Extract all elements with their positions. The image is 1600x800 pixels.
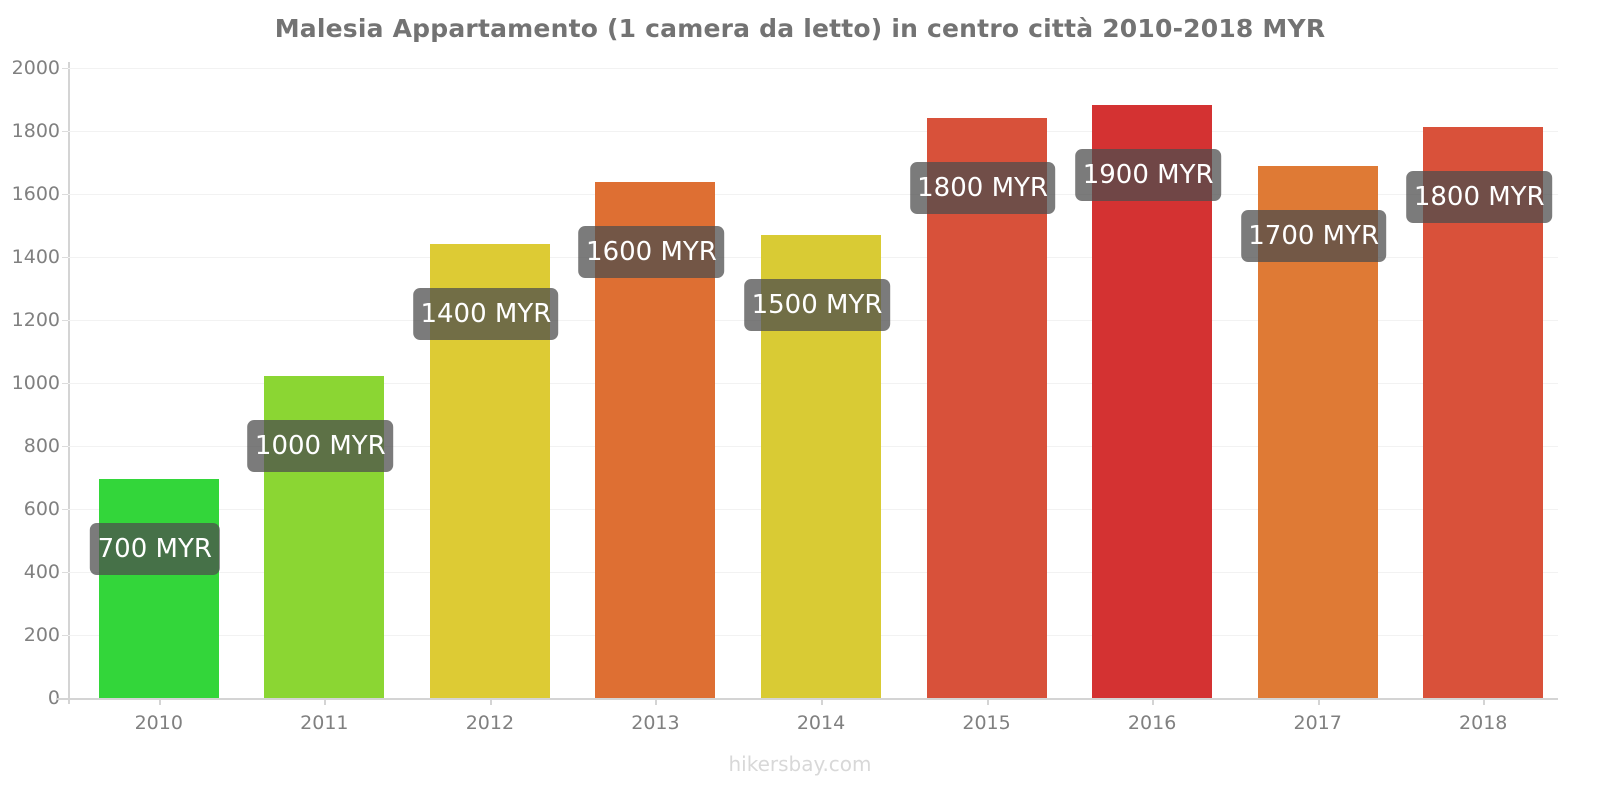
bar-value-label: 1000 MYR bbox=[247, 420, 394, 473]
x-axis-tick-label: 2016 bbox=[1127, 712, 1177, 734]
x-axis-tick-label: 2018 bbox=[1459, 712, 1508, 734]
x-axis-tick-label: 2017 bbox=[1293, 712, 1342, 734]
x-axis-tick-label: 2012 bbox=[465, 712, 515, 734]
y-axis-tick-label: 2000 bbox=[11, 57, 60, 79]
y-axis-tick-label: 400 bbox=[23, 561, 60, 583]
x-axis-tick-label: 2015 bbox=[962, 712, 1011, 734]
x-axis-tick-mark bbox=[158, 698, 161, 705]
x-axis-tick-mark bbox=[655, 698, 658, 705]
chart-title: Malesia Appartamento (1 camera da letto)… bbox=[274, 14, 1326, 43]
bar-value-label: 1400 MYR bbox=[413, 287, 559, 340]
y-axis-tick-label: 1600 bbox=[11, 183, 60, 205]
bar-value-label: 1500 MYR bbox=[744, 278, 890, 331]
x-axis-tick-mark bbox=[324, 698, 327, 705]
bar-value-label: 1600 MYR bbox=[578, 226, 725, 279]
x-axis-tick-mark bbox=[986, 698, 989, 705]
x-axis-tick-label: 2011 bbox=[300, 712, 349, 734]
bar-value-label: 1800 MYR bbox=[1406, 171, 1553, 224]
y-axis-tick-label: 1000 bbox=[11, 372, 60, 394]
x-axis-tick-mark bbox=[1483, 698, 1486, 705]
y-axis-tick-mark bbox=[62, 635, 70, 636]
x-axis-line bbox=[56, 698, 1558, 700]
gridline bbox=[68, 131, 1558, 132]
x-axis-tick-label: 2010 bbox=[134, 712, 183, 734]
x-axis-tick-label: 2013 bbox=[631, 712, 680, 734]
x-axis-tick-mark bbox=[489, 698, 492, 705]
y-axis-tick-label: 600 bbox=[23, 498, 60, 520]
footer-credit: hikersbay.com bbox=[728, 752, 872, 776]
x-axis-tick-label: 2014 bbox=[796, 712, 846, 734]
plot-area bbox=[68, 68, 1558, 698]
gridline bbox=[68, 68, 1558, 69]
y-axis-tick-mark bbox=[62, 68, 70, 69]
bar-value-label: 1700 MYR bbox=[1240, 209, 1387, 262]
y-axis-tick-label: 1200 bbox=[11, 309, 60, 331]
y-axis-tick-mark bbox=[62, 194, 70, 195]
y-axis-tick-mark bbox=[62, 509, 70, 510]
y-axis-tick-label: 200 bbox=[23, 624, 60, 646]
bar[interactable] bbox=[1092, 105, 1213, 698]
y-axis-tick-label: 1800 bbox=[11, 120, 60, 142]
bar[interactable] bbox=[98, 479, 219, 698]
gridline bbox=[68, 194, 1558, 195]
bar-value-label: 1800 MYR bbox=[909, 162, 1056, 215]
y-axis-tick-label: 1400 bbox=[11, 246, 60, 268]
bar-value-label: 700 MYR bbox=[89, 523, 220, 576]
y-axis-tick-mark bbox=[62, 446, 70, 447]
x-axis-tick-mark bbox=[821, 698, 823, 705]
y-axis-tick-mark bbox=[62, 383, 70, 384]
y-axis-tick-mark bbox=[62, 572, 70, 573]
y-axis-tick-label: 800 bbox=[23, 435, 60, 457]
y-axis-tick-mark bbox=[62, 257, 70, 258]
y-axis-tick-mark bbox=[62, 320, 70, 321]
x-axis-tick-mark bbox=[1317, 698, 1320, 705]
y-axis-tick-mark bbox=[62, 131, 70, 132]
y-axis-tick-labels: 0 200 400 600 800 1000 1200 1400 1600 1800 2000 bbox=[0, 0, 70, 800]
y-axis-tick-label: 0 bbox=[47, 687, 60, 709]
bar[interactable] bbox=[926, 118, 1047, 698]
bar-value-label: 1900 MYR bbox=[1075, 149, 1221, 202]
x-axis-tick-mark bbox=[1152, 698, 1155, 705]
